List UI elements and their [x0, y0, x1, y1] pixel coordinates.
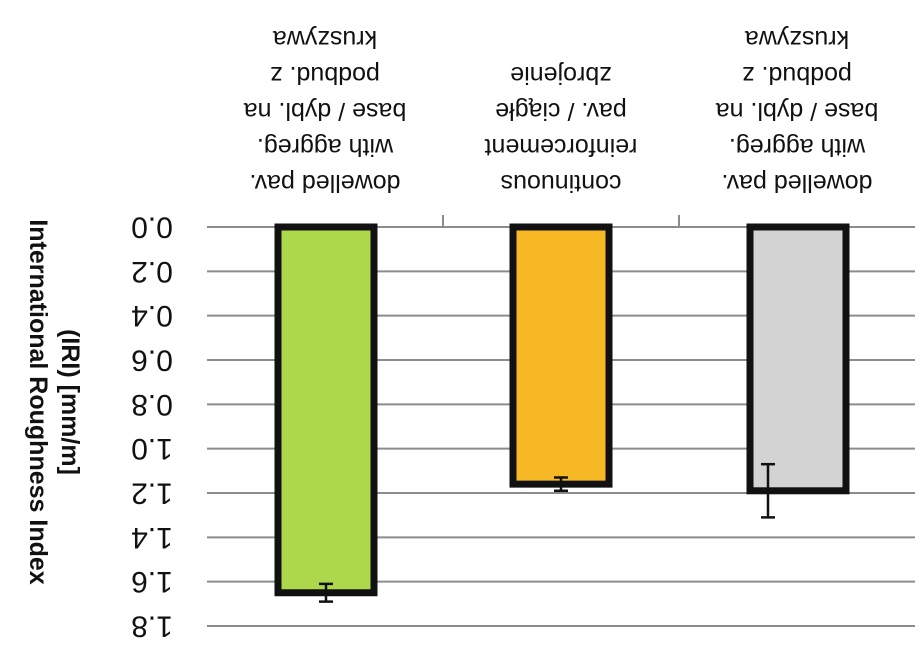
category-label-line: continuous: [501, 169, 622, 197]
category-label-line: with aggreg.: [257, 133, 394, 161]
y-axis-label: International Roughness Index (IRI) [mm/m…: [24, 219, 84, 584]
y-tick-label: 1.8: [131, 610, 173, 643]
y-tick-label: 0.2: [131, 255, 173, 288]
y-tick-label: 1.2: [131, 477, 173, 510]
category-label-line: podbud. z: [742, 61, 852, 89]
category-label-line: kruszywa: [273, 25, 377, 53]
category-label-line: reinforcement: [485, 133, 638, 161]
category-label-line: base / dybl. na: [244, 97, 407, 125]
bar: [509, 223, 613, 488]
category-label-line: podbud. z: [270, 61, 380, 89]
category-label-line: zbrojenie: [510, 61, 611, 89]
category-label-line: kruszywa: [745, 25, 849, 53]
y-tick-label: 0.0: [131, 211, 173, 244]
category-labels: dowelled pav. with aggreg. base / dybl. na…: [244, 25, 879, 197]
bar: [746, 223, 850, 495]
category-label-line: with aggreg.: [729, 133, 866, 161]
category-label-line: pav. / ciągłe: [495, 97, 627, 125]
category-label-line: dowelled pav.: [721, 169, 872, 197]
y-axis-label-line: (IRI) [mm/m]: [56, 329, 84, 475]
y-tick-label: 0.4: [131, 299, 173, 332]
error-bars: [319, 462, 775, 603]
category-label-line: base / dybl. na: [716, 97, 879, 125]
y-tick-label: 1.4: [131, 521, 173, 554]
y-tick-labels: 0.0 0.2 0.4 0.6 0.8 1.0 1.2 1.4 1.6 1.8: [131, 211, 173, 643]
y-tick-label: 1.0: [131, 432, 173, 465]
bar: [274, 223, 378, 597]
y-tick-label: 1.6: [131, 565, 173, 598]
category-label-line: dowelled pav.: [249, 169, 400, 197]
bars: [274, 223, 850, 597]
y-axis-label-line: International Roughness Index: [24, 219, 52, 584]
y-tick-label: 0.8: [131, 388, 173, 421]
y-tick-label: 0.6: [131, 344, 173, 377]
